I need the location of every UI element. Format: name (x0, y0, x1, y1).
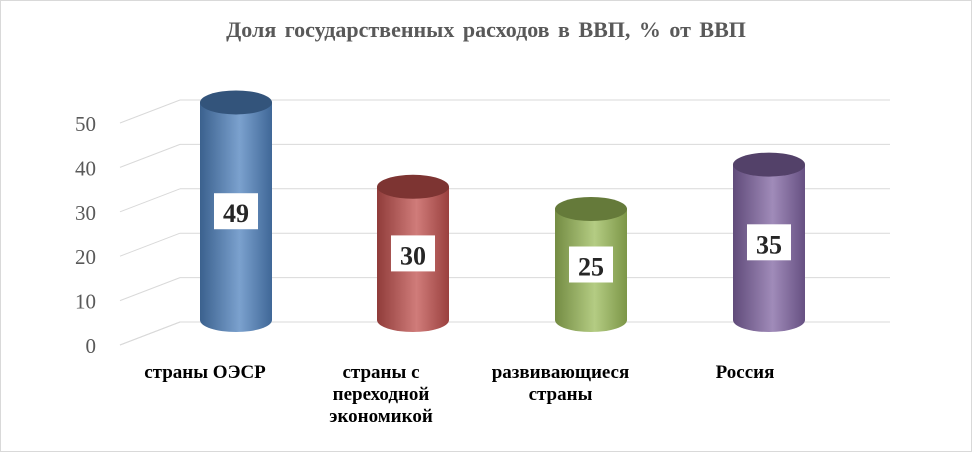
x-tick-label: страны с переходной экономикой (329, 362, 433, 427)
gridline-diag (119, 277, 181, 302)
bar-top (377, 174, 449, 199)
bar: 49 (200, 90, 272, 332)
bar-top (200, 90, 272, 115)
y-tick-label: 30 (75, 201, 96, 225)
data-label-box (747, 224, 791, 261)
data-label: 35 (756, 230, 782, 259)
y-tick-label: 10 (75, 290, 96, 314)
bar-top (555, 197, 627, 221)
data-label: 49 (223, 199, 249, 228)
bar: 30 (377, 174, 449, 332)
data-label-box (569, 246, 613, 283)
bar: 25 (555, 197, 627, 332)
chart-title: Доля государственных расходов в ВВП, % о… (226, 17, 746, 42)
gridline-diag (119, 321, 181, 346)
x-tick-label: Россия (715, 362, 775, 383)
y-tick-label: 40 (75, 156, 96, 180)
gridline-diag (119, 99, 181, 124)
y-tick-labels: 0 10 20 30 40 50 (75, 112, 96, 358)
data-label: 30 (400, 241, 426, 270)
x-tick-label: страны ОЭСР (144, 362, 266, 383)
y-tick-label: 50 (75, 112, 96, 136)
y-tick-label: 0 (86, 334, 97, 358)
data-label: 25 (578, 253, 604, 282)
bar-top (733, 152, 805, 177)
gridline-diag (119, 232, 181, 257)
gridline-diag (119, 143, 181, 168)
gridline-diag (119, 188, 181, 213)
bar: 35 (733, 152, 805, 332)
y-tick-label: 20 (75, 245, 96, 269)
bars: 49 30 25 35 (200, 90, 805, 332)
data-label-box (214, 193, 258, 230)
x-tick-label: развивающиеся страны (491, 362, 630, 405)
data-label-box (391, 235, 435, 272)
